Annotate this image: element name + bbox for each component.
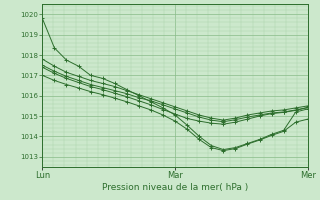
X-axis label: Pression niveau de la mer( hPa ): Pression niveau de la mer( hPa ) [102, 183, 248, 192]
